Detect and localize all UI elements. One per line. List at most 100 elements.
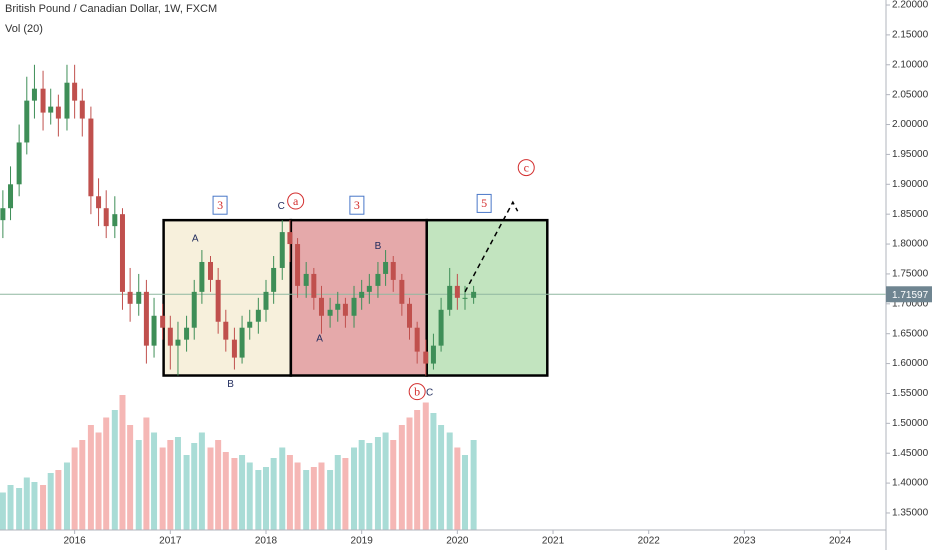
last-price-tag [886, 286, 932, 303]
candle-body [263, 291, 269, 310]
candle-body [311, 273, 317, 298]
volume-bar [40, 485, 47, 530]
annotation-circle [408, 383, 426, 401]
annotation-circle [287, 192, 305, 210]
annotation-box [349, 195, 365, 215]
annotation: A [192, 234, 199, 245]
volume-bar [23, 477, 30, 530]
volume-bar [438, 425, 445, 530]
candle-body [239, 327, 245, 358]
volume-bar [239, 455, 246, 530]
candle-body [223, 321, 229, 340]
y-tick-label: 2.05000 [892, 89, 929, 100]
volume-bar [111, 410, 118, 530]
candle-body [447, 285, 453, 310]
volume-bar [294, 462, 301, 530]
volume-bar [31, 482, 38, 530]
y-tick-label: 1.75000 [892, 269, 929, 280]
candle-body [72, 82, 78, 101]
y-tick-label: 1.85000 [892, 209, 929, 220]
annotation: C [278, 201, 285, 212]
volume-bar [63, 462, 70, 530]
wave-box [425, 218, 549, 377]
volume-bar [198, 432, 205, 530]
volume-bar [454, 447, 461, 530]
volume-bar [382, 432, 389, 530]
candle-body [88, 118, 94, 197]
candle-body [31, 88, 37, 101]
candle-body [423, 351, 429, 364]
candle-body [231, 339, 237, 358]
volume-bar [286, 455, 293, 530]
candle-body [207, 261, 213, 280]
annotation: B [375, 241, 382, 252]
volume-bar [262, 467, 269, 530]
candle-body [430, 345, 436, 364]
candle-body [383, 261, 389, 274]
volume-bar [279, 447, 286, 530]
volume-bar [366, 443, 373, 530]
x-tick-label: 2021 [542, 536, 565, 547]
candle-body [255, 309, 261, 322]
volume-bar [231, 458, 238, 530]
candle-body [96, 196, 102, 209]
candle-body [454, 285, 460, 298]
y-tick-label: 1.35000 [892, 508, 929, 519]
volume-bar [119, 395, 126, 530]
annotation: a [293, 194, 299, 208]
volume-label: Vol (20) [5, 23, 43, 35]
volume-bar [47, 473, 54, 530]
candle-body [287, 232, 293, 245]
annotation: B [227, 379, 234, 390]
volume-bar [222, 452, 229, 530]
wave-box [162, 218, 293, 377]
last-price-label: 1.71597 [892, 290, 929, 301]
candle-body [151, 315, 157, 346]
candle-body [462, 297, 468, 299]
candle-body [16, 142, 22, 185]
candle-body [55, 106, 61, 119]
candle-body [327, 309, 333, 316]
candle-body [191, 291, 197, 328]
volume-bar [151, 432, 158, 530]
volume-bar [167, 440, 174, 530]
y-tick-label: 1.70000 [892, 298, 929, 309]
annotation: 3 [354, 198, 360, 212]
volume-bar [303, 470, 310, 530]
volume-bar [470, 440, 477, 530]
y-tick-label: 1.90000 [892, 179, 929, 190]
volume-bar [390, 440, 397, 530]
volume-bar [174, 437, 181, 530]
y-tick-label: 2.20000 [892, 0, 929, 11]
candle-body [407, 303, 413, 328]
candle-body [375, 273, 381, 286]
volume-bar [103, 417, 110, 530]
candle-body [351, 297, 357, 316]
candle-body [167, 327, 173, 346]
x-tick-label: 2024 [829, 536, 852, 547]
annotation-box [212, 195, 228, 215]
volume-bar [159, 447, 166, 530]
x-tick-label: 2018 [255, 536, 278, 547]
volume-bar [95, 432, 102, 530]
x-tick-label: 2019 [351, 536, 374, 547]
candle-body [40, 88, 46, 113]
candle-body [335, 303, 341, 310]
volume-bar [207, 447, 214, 530]
candle-body [438, 309, 444, 346]
volume-bar [79, 440, 86, 530]
volume-bar [16, 488, 23, 530]
candle-body [64, 82, 70, 119]
volume-bar [358, 440, 365, 530]
candle-body [160, 315, 166, 328]
x-tick-label: 2022 [638, 536, 661, 547]
candle-body [136, 291, 142, 304]
y-tick-label: 1.65000 [892, 328, 929, 339]
volume-bar [0, 492, 6, 530]
annotation: C [426, 387, 433, 398]
y-tick-label: 2.15000 [892, 30, 929, 41]
volume-bar [414, 410, 421, 530]
candle-body [184, 327, 190, 340]
candle-body [295, 244, 301, 286]
